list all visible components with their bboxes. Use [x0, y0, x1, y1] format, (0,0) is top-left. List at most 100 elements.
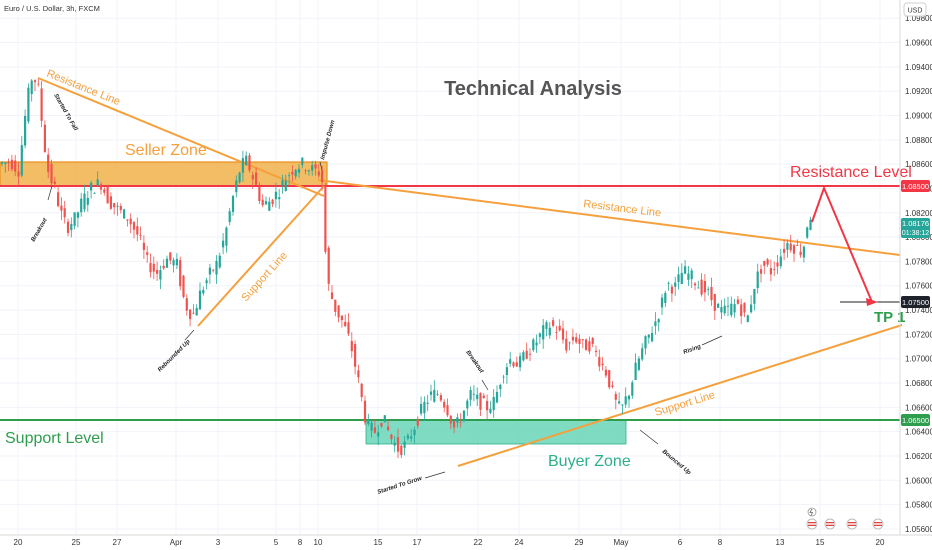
- candle-body: [274, 191, 277, 200]
- candle-body: [198, 290, 202, 310]
- candle-body: [152, 263, 155, 272]
- candle-body: [799, 251, 802, 256]
- candle-body: [400, 445, 403, 455]
- candle-body: [651, 333, 654, 342]
- seller-zone-label: Seller Zone: [125, 142, 207, 159]
- x-tick-label: 13: [776, 538, 785, 547]
- candle-body: [99, 184, 103, 190]
- candle-body: [522, 352, 525, 361]
- candle-body: [387, 426, 390, 431]
- candle-body: [50, 163, 53, 184]
- event-icons[interactable]: [806, 507, 884, 530]
- candle-body: [195, 308, 198, 316]
- candle-body: [769, 268, 772, 275]
- x-tick-label: 3: [216, 538, 221, 547]
- candle-body: [367, 419, 370, 424]
- candle-body: [37, 83, 40, 85]
- candle-body: [611, 385, 614, 387]
- candle-body: [377, 432, 380, 437]
- candle-body: [538, 333, 541, 337]
- candle-body: [311, 165, 314, 171]
- candle-body: [185, 298, 188, 311]
- support-price-text: 1.06500: [902, 416, 929, 425]
- y-tick-label: 1.08800: [905, 136, 932, 145]
- candle-body: [136, 226, 139, 235]
- flag-icon-1: [806, 518, 818, 530]
- resistance-trendline-2: [317, 179, 901, 256]
- candle-body: [0, 162, 4, 164]
- support-level-label: Support Level: [5, 430, 104, 447]
- candle-body: [357, 370, 360, 378]
- candle-body: [66, 221, 70, 233]
- candle-body: [179, 260, 182, 287]
- candle-body: [677, 274, 680, 282]
- candle-body: [515, 362, 518, 367]
- candle-body: [664, 292, 667, 303]
- candle-body: [710, 286, 713, 301]
- candle-body: [241, 158, 244, 173]
- candle-body: [288, 175, 291, 177]
- y-axis[interactable]: 1.09800 1.09600 1.09400 1.09200 1.09000 1.088…: [905, 14, 932, 534]
- projection-arrowhead: [866, 298, 878, 306]
- candle-body: [390, 434, 393, 440]
- candle-body: [129, 218, 132, 225]
- candle-body: [235, 180, 238, 193]
- y-tick-label: 1.09200: [905, 87, 932, 96]
- y-tick-label: 1.06400: [905, 428, 932, 437]
- candle-body: [697, 287, 700, 289]
- candle-body: [14, 160, 17, 172]
- candle-body: [532, 339, 535, 351]
- candle-body: [297, 168, 301, 173]
- x-axis[interactable]: 20 25 27 Apr 3 5 8 10 15 17 22 24 29 May 6 8 13 15 20: [14, 538, 885, 547]
- candle-body: [505, 367, 508, 376]
- candle-body: [723, 305, 726, 314]
- x-tick-label: 10: [314, 538, 323, 547]
- candle-body: [175, 258, 178, 266]
- candle-body: [509, 359, 512, 364]
- flag-icon-4: [872, 518, 884, 530]
- y-tick-label: 1.08200: [905, 209, 932, 218]
- candle-body: [57, 192, 60, 207]
- candle-body: [726, 305, 730, 307]
- candle-body: [222, 240, 225, 248]
- candle-body: [631, 382, 634, 396]
- candle-body: [10, 159, 13, 170]
- candle-body: [245, 155, 248, 166]
- x-tick-label: 15: [374, 538, 383, 547]
- candle-body: [621, 404, 624, 406]
- candle-body: [126, 219, 129, 221]
- candle-body: [169, 252, 172, 261]
- candle-body: [255, 172, 258, 185]
- candle-body: [146, 252, 149, 255]
- candle-body: [123, 209, 126, 219]
- candle-body: [340, 315, 343, 321]
- grid: [0, 0, 900, 535]
- candle-body: [713, 294, 716, 311]
- candle-body: [802, 246, 805, 258]
- candle-body: [674, 282, 677, 287]
- candle-body: [552, 320, 555, 326]
- currency-badge[interactable]: USD: [903, 2, 927, 17]
- candle-body: [116, 205, 119, 207]
- y-tick-label: 1.09400: [905, 63, 932, 72]
- candle-body: [776, 262, 779, 267]
- candle-body: [264, 201, 268, 205]
- candle-body: [453, 421, 456, 428]
- candle-body: [119, 206, 122, 211]
- candle-body: [634, 362, 637, 380]
- candle-body: [670, 286, 673, 294]
- candle-body: [350, 340, 353, 352]
- candle-body: [660, 297, 664, 308]
- candle-body: [416, 419, 419, 426]
- candle-body: [20, 145, 23, 176]
- candle-body: [627, 395, 631, 400]
- y-tick-label: 1.06200: [905, 452, 932, 461]
- candle-body: [466, 400, 469, 409]
- candle-body: [90, 182, 93, 191]
- candle-body: [654, 321, 657, 327]
- support-trendline-1: [197, 185, 325, 327]
- candle-body: [542, 325, 545, 340]
- candle-body: [156, 270, 159, 274]
- candle-body: [291, 171, 294, 175]
